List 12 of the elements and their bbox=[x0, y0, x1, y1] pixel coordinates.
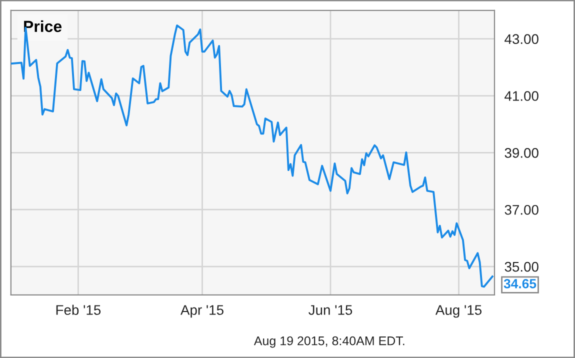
y-tick-label: 39.00 bbox=[504, 148, 538, 158]
text: Aug 19 2015, 8:40AM EDT. bbox=[254, 336, 404, 348]
chart-title: Price bbox=[24, 20, 62, 32]
x-tick-label: Aug '15 bbox=[435, 305, 482, 318]
y-tick-label: 43.00 bbox=[504, 34, 538, 44]
x-tick-label: Jun '15 bbox=[308, 305, 352, 315]
y-tick-label: 35.00 bbox=[504, 262, 538, 272]
annotation: 34.65 bbox=[504, 279, 536, 288]
x-tick-label: Feb '15 bbox=[56, 304, 101, 315]
y-tick-label: 37.00 bbox=[504, 204, 538, 215]
y-tick-label: 41.00 bbox=[504, 91, 538, 101]
x-tick-label: Apr '15 bbox=[180, 305, 224, 318]
